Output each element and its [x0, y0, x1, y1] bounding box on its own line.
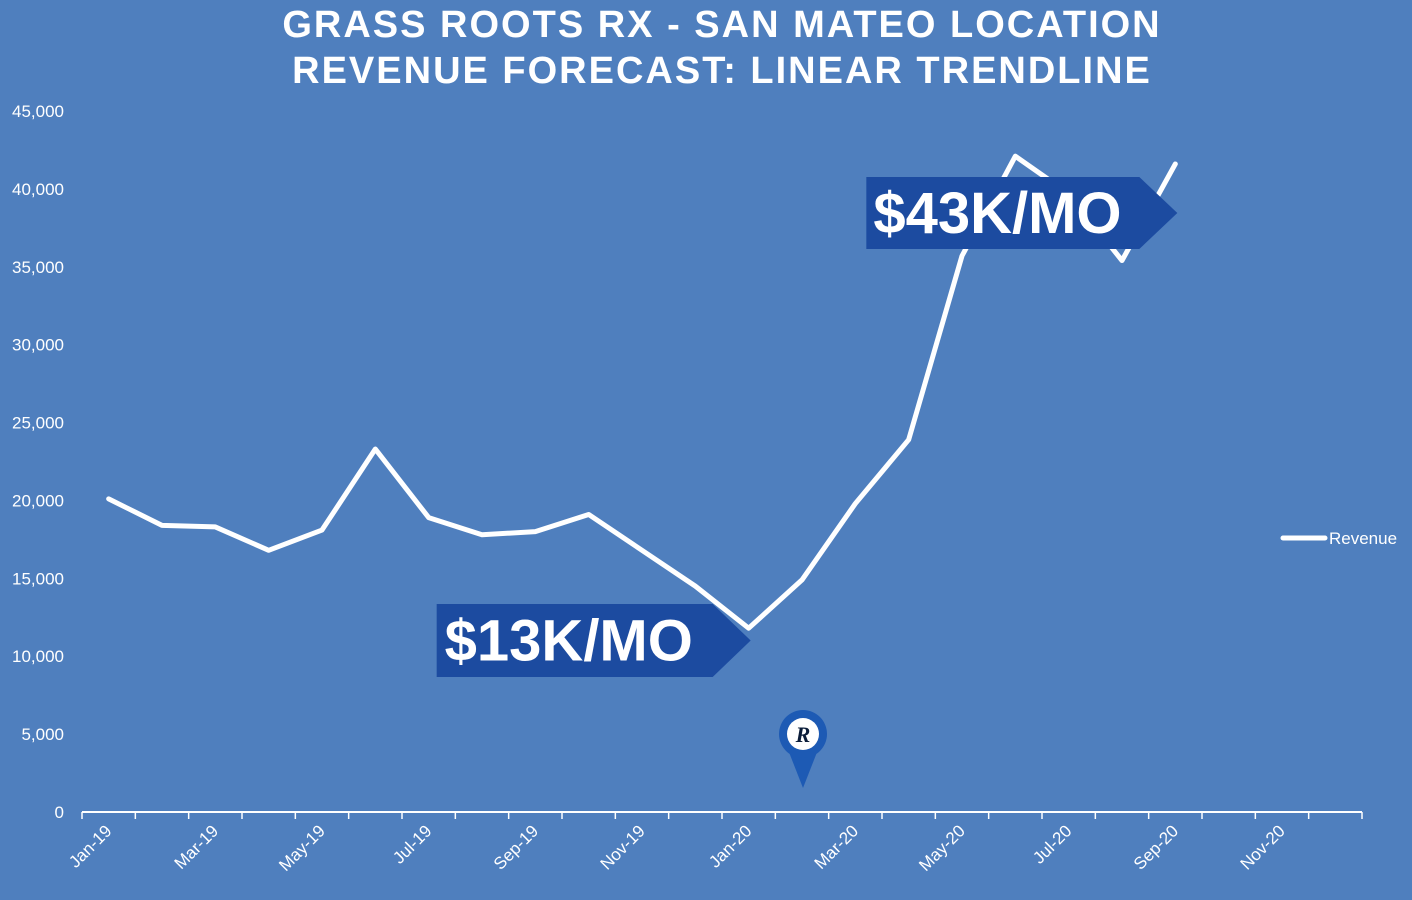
location-pin-icon: R	[779, 710, 827, 788]
y-tick-label: 35,000	[12, 258, 64, 277]
y-axis: 0 5,000 10,000 15,000 20,000 25,000 30,000 35,0…	[12, 102, 64, 822]
callout-high-text: $43K/MO	[873, 181, 1121, 246]
x-tick-label: Jan-19	[65, 821, 115, 871]
y-tick-label: 0	[55, 803, 64, 822]
pin-letter: R	[795, 722, 811, 747]
legend-label: Revenue	[1329, 529, 1397, 548]
y-tick-label: 5,000	[21, 725, 64, 744]
x-tick-label: Jan-20	[705, 821, 755, 871]
pin-inner	[787, 718, 819, 750]
x-axis: Jan-19 Mar-19 May-19 Jul-19 Sep-19 Nov-19 Jan-…	[65, 811, 1363, 875]
legend: Revenue	[1280, 529, 1397, 548]
drop-lines	[107, 156, 1177, 812]
callouts: $13K/MO $43K/MO	[436, 177, 1178, 677]
x-tick-label: Jul-20	[1029, 821, 1075, 867]
y-tick-label: 15,000	[12, 569, 64, 588]
y-tick-label: 45,000	[12, 102, 64, 121]
callout-low-text: $13K/MO	[445, 609, 693, 674]
callout-low-banner	[436, 604, 751, 677]
y-tick-label: 30,000	[12, 336, 64, 355]
x-tick-label: Jul-19	[389, 821, 435, 867]
x-tick-label: Nov-19	[597, 821, 649, 873]
y-tick-label: 20,000	[12, 491, 64, 510]
y-tick-label: 40,000	[12, 180, 64, 199]
x-tick-label: May-20	[915, 821, 969, 875]
chart-subtitle: REVENUE FORECAST: LINEAR TRENDLINE	[292, 50, 1152, 92]
x-tick-label: Nov-20	[1237, 821, 1289, 873]
x-tick-label: Mar-20	[811, 821, 863, 873]
y-tick-label: 25,000	[12, 414, 64, 433]
chart-title: GRASS ROOTS RX - SAN MATEO LOCATION	[282, 4, 1162, 46]
callout-high-banner	[866, 177, 1178, 249]
x-tick-label: Sep-20	[1130, 821, 1182, 873]
x-tick-label: May-19	[275, 821, 329, 875]
y-tick-label: 10,000	[12, 647, 64, 666]
x-tick-label: Mar-19	[171, 821, 223, 873]
x-tick-label: Sep-19	[490, 821, 542, 873]
